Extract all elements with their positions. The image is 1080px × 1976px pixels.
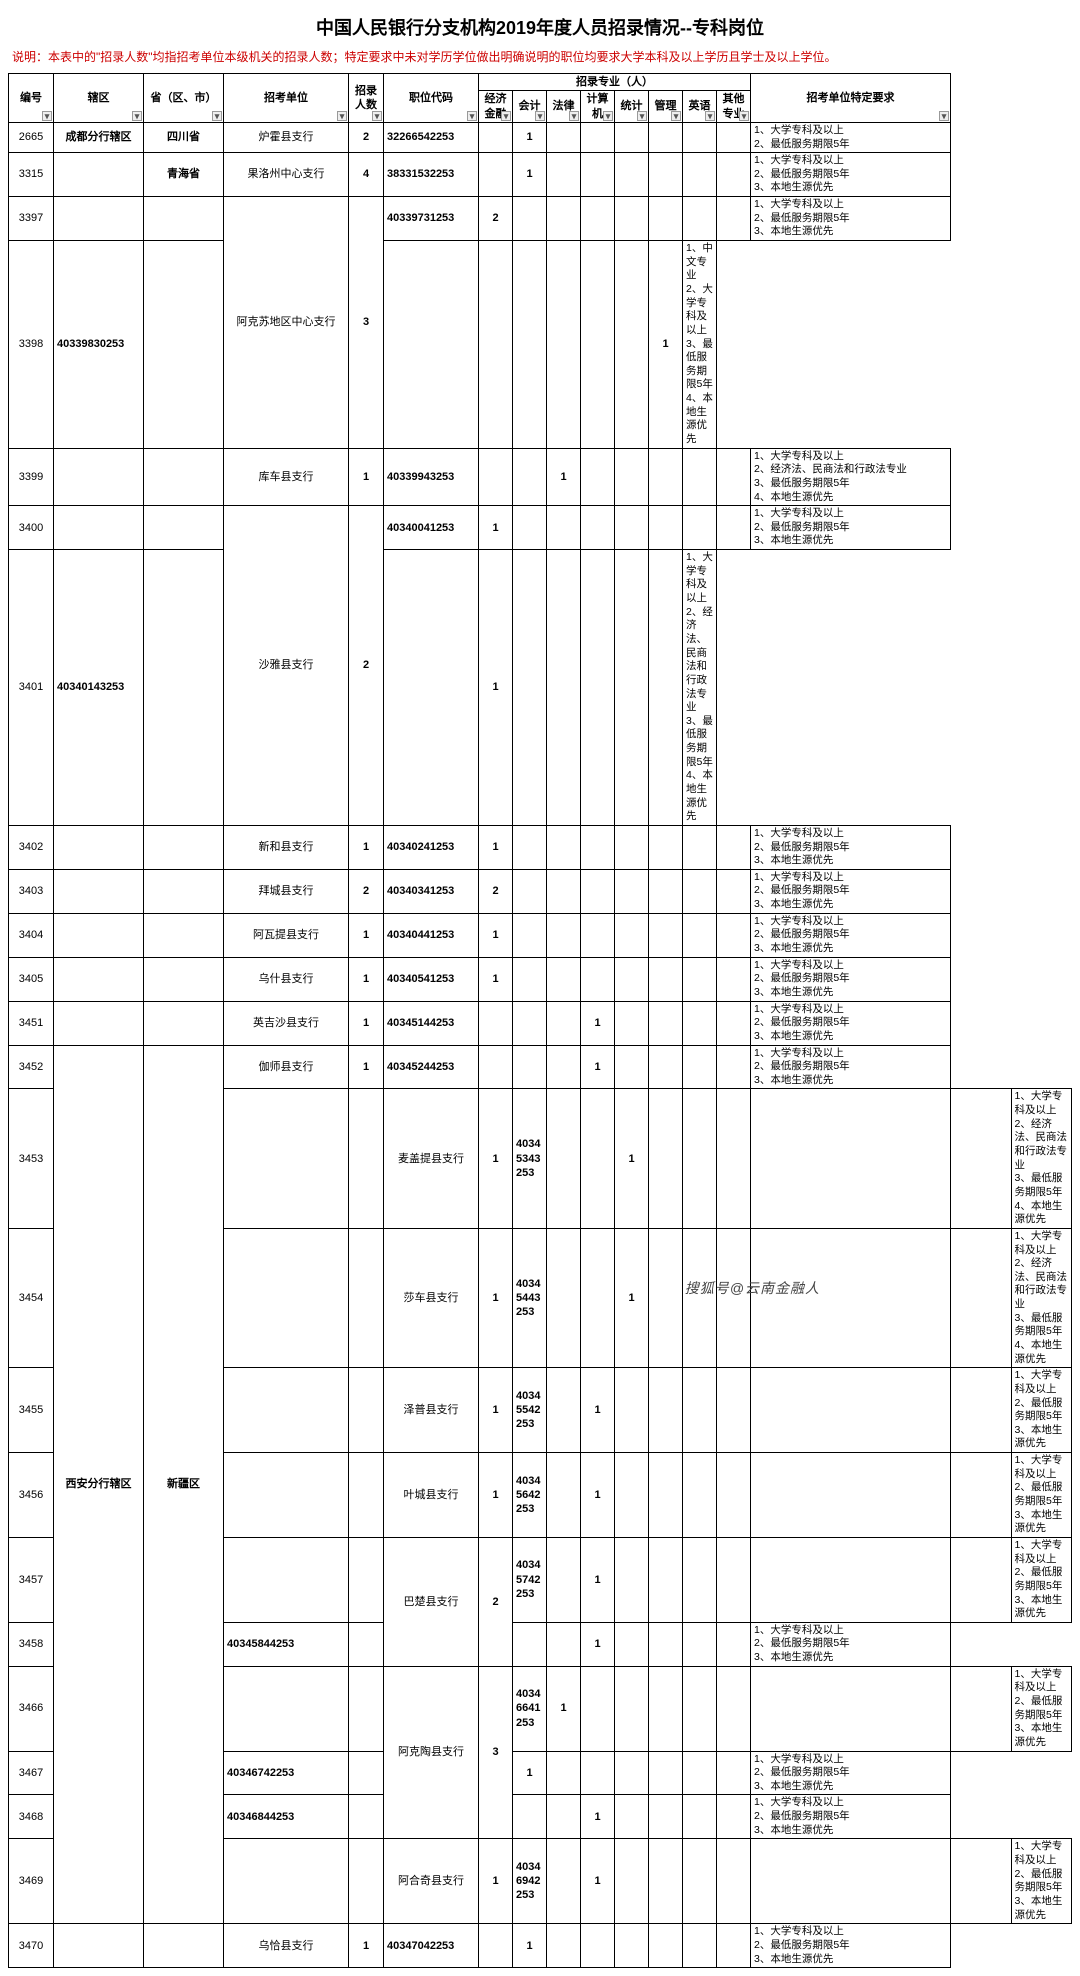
table-body: 2665成都分行辖区四川省炉霍县支行23226654225311、大学专科及以上… (9, 122, 1072, 1967)
filter-icon[interactable]: ▾ (467, 111, 477, 121)
table-row: 3470乌恰县支行14034704225311、大学专科及以上2、最低服务期限5… (9, 1924, 1072, 1968)
table-row: 3400沙雅县支行24034004125311、大学专科及以上2、最低服务期限5… (9, 506, 1072, 550)
filter-icon[interactable]: ▾ (671, 111, 681, 121)
table-row: 3315青海省果洛州中心支行43833153225311、大学专科及以上2、最低… (9, 153, 1072, 197)
filter-icon[interactable]: ▾ (637, 111, 647, 121)
col-id: 编号▾ (9, 74, 54, 123)
table-row: 3402新和县支行14034024125311、大学专科及以上2、最低服务期限5… (9, 825, 1072, 869)
table-row: 3399库车县支行14033994325311、大学专科及以上2、经济法、民商法… (9, 448, 1072, 506)
table-header: 编号▾ 辖区▾ 省（区、市）▾ 招考单位▾ 招录人数▾ 职位代码▾ 招录专业（人… (9, 74, 1072, 123)
col-recruit: 招录人数▾ (349, 74, 384, 123)
filter-icon[interactable]: ▾ (939, 111, 949, 121)
col-eng: 英语▾ (683, 91, 717, 123)
col-area: 辖区▾ (54, 74, 144, 123)
table-row: 3404阿瓦提县支行14034044125311、大学专科及以上2、最低服务期限… (9, 913, 1072, 957)
page-title: 中国人民银行分支机构2019年度人员招录情况--专科岗位 (8, 8, 1072, 46)
col-econ: 经济金融▾ (479, 91, 513, 123)
filter-icon[interactable]: ▾ (132, 111, 142, 121)
filter-icon[interactable]: ▾ (603, 111, 613, 121)
col-mgmt: 管理▾ (649, 91, 683, 123)
table-row: 3405乌什县支行14034054125311、大学专科及以上2、最低服务期限5… (9, 957, 1072, 1001)
col-major-group: 招录专业（人） (479, 74, 751, 91)
col-stat: 统计▾ (615, 91, 649, 123)
table-row: 2665成都分行辖区四川省炉霍县支行23226654225311、大学专科及以上… (9, 122, 1072, 152)
col-req: 招考单位特定要求▾ (751, 74, 951, 123)
table-row: 34014034014325311、大学专科及以上2、经济法、民商法和行政法专业… (9, 550, 1072, 826)
filter-icon[interactable]: ▾ (212, 111, 222, 121)
filter-icon[interactable]: ▾ (337, 111, 347, 121)
col-other: 其他专业▾ (717, 91, 751, 123)
filter-icon[interactable]: ▾ (501, 111, 511, 121)
table-row: 3451英吉沙县支行14034514425311、大学专科及以上2、最低服务期限… (9, 1001, 1072, 1045)
col-law: 法律▾ (547, 91, 581, 123)
col-prov: 省（区、市）▾ (144, 74, 224, 123)
explanation-note: 说明：本表中的"招录人数"均指招考单位本级机关的招录人数；特定要求中未对学历学位… (8, 46, 1072, 73)
filter-icon[interactable]: ▾ (535, 111, 545, 121)
col-acct: 会计▾ (513, 91, 547, 123)
col-unit: 招考单位▾ (224, 74, 349, 123)
filter-icon[interactable]: ▾ (569, 111, 579, 121)
table-row: 3403拜城县支行24034034125321、大学专科及以上2、最低服务期限5… (9, 869, 1072, 913)
filter-icon[interactable]: ▾ (42, 111, 52, 121)
col-cs: 计算机▾ (581, 91, 615, 123)
col-code: 职位代码▾ (384, 74, 479, 123)
filter-icon[interactable]: ▾ (739, 111, 749, 121)
table-row: 3397阿克苏地区中心支行34033973125321、大学专科及以上2、最低服… (9, 197, 1072, 241)
source-credit: 搜狐号@云南金融人 (685, 1278, 820, 1298)
table-row: 3452西安分行辖区新疆区伽师县支行14034524425311、大学专科及以上… (9, 1045, 1072, 1089)
table-row: 33984033983025311、中文专业2、大学专科及以上3、最低服务期限5… (9, 241, 1072, 449)
filter-icon[interactable]: ▾ (372, 111, 382, 121)
filter-icon[interactable]: ▾ (705, 111, 715, 121)
recruitment-table: 编号▾ 辖区▾ 省（区、市）▾ 招考单位▾ 招录人数▾ 职位代码▾ 招录专业（人… (8, 73, 1072, 1968)
